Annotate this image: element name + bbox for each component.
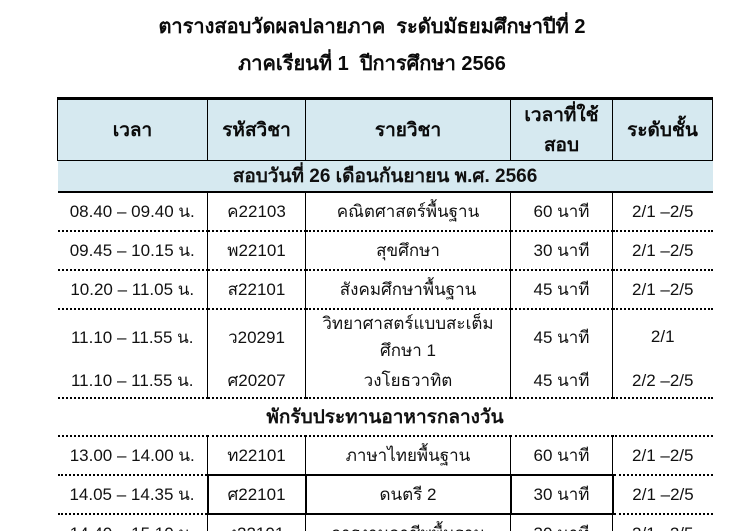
cell-time: 09.45 – 10.15 น.: [57, 231, 208, 271]
table-row: 13.00 – 14.00 น. ท22101 ภาษาไทยพื้นฐาน 6…: [57, 436, 713, 476]
cell-code: พ22101: [207, 231, 306, 271]
cell-level: 2/2 –2/5: [612, 364, 713, 399]
col-header-subject: รายวิชา: [305, 97, 511, 161]
cell-subject: ภาษาไทยพื้นฐาน: [305, 436, 511, 476]
cell-subject: วงโยธวาทิต: [305, 364, 511, 399]
cell-subject: การงานอาชีพพื้นฐาน: [305, 514, 511, 531]
col-header-time: เวลา: [57, 97, 208, 161]
table-row: 11.10 – 11.55 น. ว20291 วิทยาศาสตร์แบบสะ…: [57, 309, 713, 364]
cell-time: 11.10 – 11.55 น.: [57, 364, 208, 399]
table-row: 10.20 – 11.05 น. ส22101 สังคมศึกษาพื้นฐา…: [57, 270, 713, 310]
cell-subject: ดนตรี 2: [304, 474, 512, 515]
cell-level: 2/1 –2/5: [612, 436, 713, 476]
exam-schedule-table: เวลา รหัสวิชา รายวิชา เวลาที่ใช้สอบ ระดั…: [57, 97, 713, 531]
cell-level: 2/1 –2/5: [612, 270, 713, 310]
page-title: ตารางสอบวัดผลปลายภาค ระดับมัธยมศึกษาปีที…: [0, 0, 744, 83]
header-row: เวลา รหัสวิชา รายวิชา เวลาที่ใช้สอบ ระดั…: [57, 97, 713, 161]
cell-duration: 60 นาที: [510, 192, 613, 232]
cell-code: ศ22101: [206, 474, 307, 515]
cell-subject: วิทยาศาสตร์แบบสะเต็มศึกษา 1: [305, 309, 511, 364]
cell-level: 2/1 –2/5: [612, 192, 713, 232]
cell-duration: 45 นาที: [510, 270, 613, 310]
cell-subject: คณิตศาสตร์พื้นฐาน: [305, 192, 511, 232]
col-header-duration: เวลาที่ใช้สอบ: [510, 97, 613, 161]
cell-code: ศ20207: [207, 364, 306, 399]
table-row: 14.40 – 15.10 น. ง22101 การงานอาชีพพื้นฐ…: [57, 514, 713, 531]
lunch-break-band: พักรับประทานอาหารกลางวัน: [57, 397, 713, 437]
cell-code: ง22101: [207, 514, 306, 531]
page-title-line2: ภาคเรียนที่ 1 ปีการศึกษา 2566: [238, 53, 506, 75]
cell-level: 2/1 –2/5: [612, 231, 713, 271]
cell-level: 2/1: [612, 309, 713, 364]
exam-date-band: สอบวันที่ 26 เดือนกันยายน พ.ศ. 2566: [57, 160, 713, 193]
cell-level: 2/1 –2/5: [612, 514, 713, 531]
cell-time: 11.10 – 11.55 น.: [57, 309, 208, 364]
cell-duration: 30 นาที: [510, 231, 613, 271]
cell-level: 2/1 –2/5: [612, 475, 713, 515]
lunch-break-row: พักรับประทานอาหารกลางวัน: [57, 397, 713, 437]
cell-duration: 30 นาที: [509, 474, 614, 515]
cell-time: 08.40 – 09.40 น.: [57, 192, 208, 232]
cell-subject: สุขศึกษา: [305, 231, 511, 271]
col-header-code: รหัสวิชา: [207, 97, 306, 161]
cell-time: 10.20 – 11.05 น.: [57, 270, 208, 310]
cell-time: 13.00 – 14.00 น.: [57, 436, 208, 476]
table-row: 11.10 – 11.55 น. ศ20207 วงโยธวาทิต 45 นา…: [57, 364, 713, 399]
cell-code: ส22101: [207, 270, 306, 310]
cell-duration: 45 นาที: [510, 309, 613, 364]
cell-subject: สังคมศึกษาพื้นฐาน: [305, 270, 511, 310]
exam-date-band-row: สอบวันที่ 26 เดือนกันยายน พ.ศ. 2566: [57, 160, 713, 193]
cell-duration: 45 นาที: [510, 364, 613, 399]
cell-code: ว20291: [207, 309, 306, 364]
cell-code: ค22103: [207, 192, 306, 232]
cell-duration: 60 นาที: [510, 436, 613, 476]
cell-time: 14.40 – 15.10 น.: [57, 514, 208, 531]
table-row: 09.45 – 10.15 น. พ22101 สุขศึกษา 30 นาที…: [57, 231, 713, 271]
cell-time: 14.05 – 14.35 น.: [57, 475, 208, 515]
table-row: 08.40 – 09.40 น. ค22103 คณิตศาสตร์พื้นฐา…: [57, 192, 713, 232]
page-title-line1: ตารางสอบวัดผลปลายภาค ระดับมัธยมศึกษาปีที…: [158, 16, 586, 38]
cell-code: ท22101: [207, 436, 306, 476]
col-header-level: ระดับชั้น: [612, 97, 713, 161]
cell-duration: 30 นาที: [510, 514, 613, 531]
table-row: 14.05 – 14.35 น. ศ22101 ดนตรี 2 30 นาที …: [57, 474, 713, 515]
